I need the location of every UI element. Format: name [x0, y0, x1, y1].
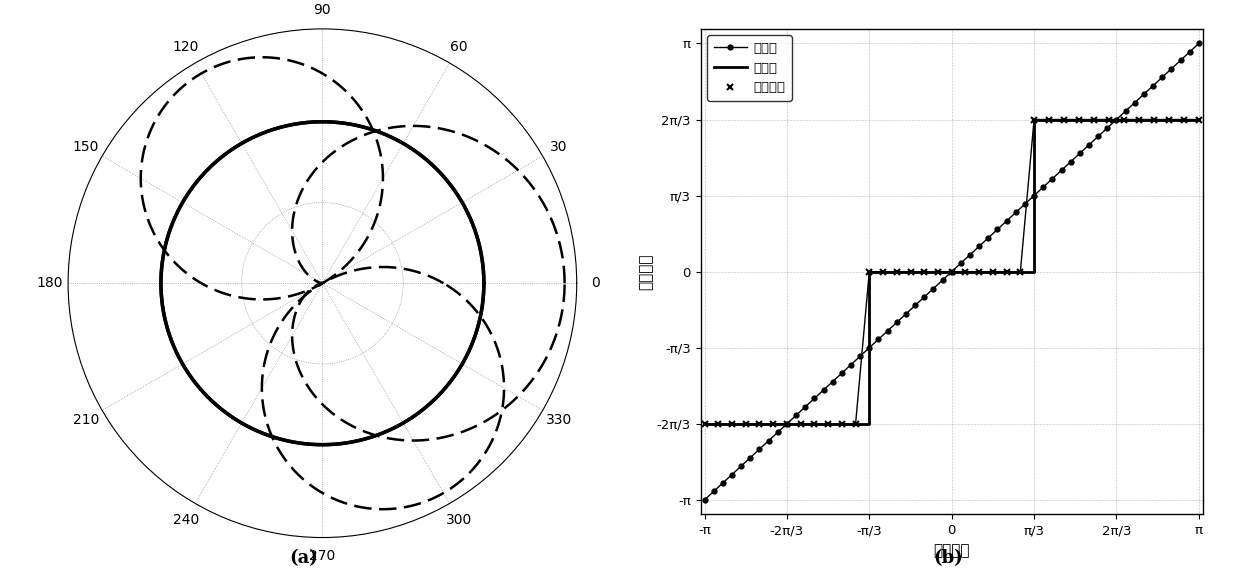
理想量化 [1086, 116, 1101, 123]
理想量化 [848, 420, 863, 427]
理想量化 [1013, 268, 1028, 275]
Text: (b): (b) [934, 550, 963, 568]
理想量化 [807, 420, 822, 427]
理想量化 [711, 420, 725, 427]
Line: 未量化: 未量化 [702, 41, 1202, 502]
理想量化 [821, 420, 836, 427]
未量化 [789, 412, 804, 419]
理想量化 [986, 268, 1001, 275]
未量化 [880, 327, 895, 334]
理想量化 [724, 420, 739, 427]
Text: (a): (a) [289, 550, 319, 568]
理想量化 [835, 420, 849, 427]
Y-axis label: 输出相位: 输出相位 [639, 253, 653, 290]
未量化 [1192, 40, 1207, 47]
理想量化 [1177, 116, 1192, 123]
理想量化 [1101, 116, 1116, 123]
量化后 [697, 420, 712, 427]
理想量化 [1027, 116, 1042, 123]
理想量化 [945, 268, 960, 275]
未量化 [751, 446, 766, 453]
理想量化 [794, 420, 808, 427]
X-axis label: 输入相位: 输入相位 [934, 543, 970, 558]
量化后 [862, 420, 877, 427]
理想量化 [751, 420, 766, 427]
理想量化 [697, 420, 712, 427]
理想量化 [916, 268, 931, 275]
量化后 [1192, 116, 1207, 123]
量化后 [1027, 268, 1042, 275]
理想量化 [862, 268, 877, 275]
理想量化 [1071, 116, 1086, 123]
理想量化 [780, 420, 795, 427]
理想量化 [1162, 116, 1177, 123]
理想量化 [1116, 116, 1131, 123]
理想量化 [930, 268, 945, 275]
理想量化 [766, 420, 781, 427]
Legend: 未量化, 量化后, 理想量化: 未量化, 量化后, 理想量化 [707, 35, 792, 101]
Line: 理想量化: 理想量化 [701, 116, 1203, 427]
理想量化 [1056, 116, 1071, 123]
理想量化 [889, 268, 904, 275]
未量化 [1182, 49, 1197, 55]
未量化 [816, 387, 831, 394]
理想量化 [999, 268, 1014, 275]
Line: 量化后: 量化后 [704, 120, 1199, 424]
量化后 [862, 268, 877, 275]
理想量化 [972, 268, 987, 275]
理想量化 [903, 268, 918, 275]
未量化 [1137, 91, 1152, 98]
理想量化 [1132, 116, 1147, 123]
未量化 [697, 497, 712, 503]
理想量化 [959, 268, 973, 275]
理想量化 [738, 420, 753, 427]
理想量化 [1192, 116, 1207, 123]
理想量化 [875, 268, 890, 275]
理想量化 [1042, 116, 1056, 123]
量化后 [1027, 116, 1042, 123]
理想量化 [1147, 116, 1162, 123]
